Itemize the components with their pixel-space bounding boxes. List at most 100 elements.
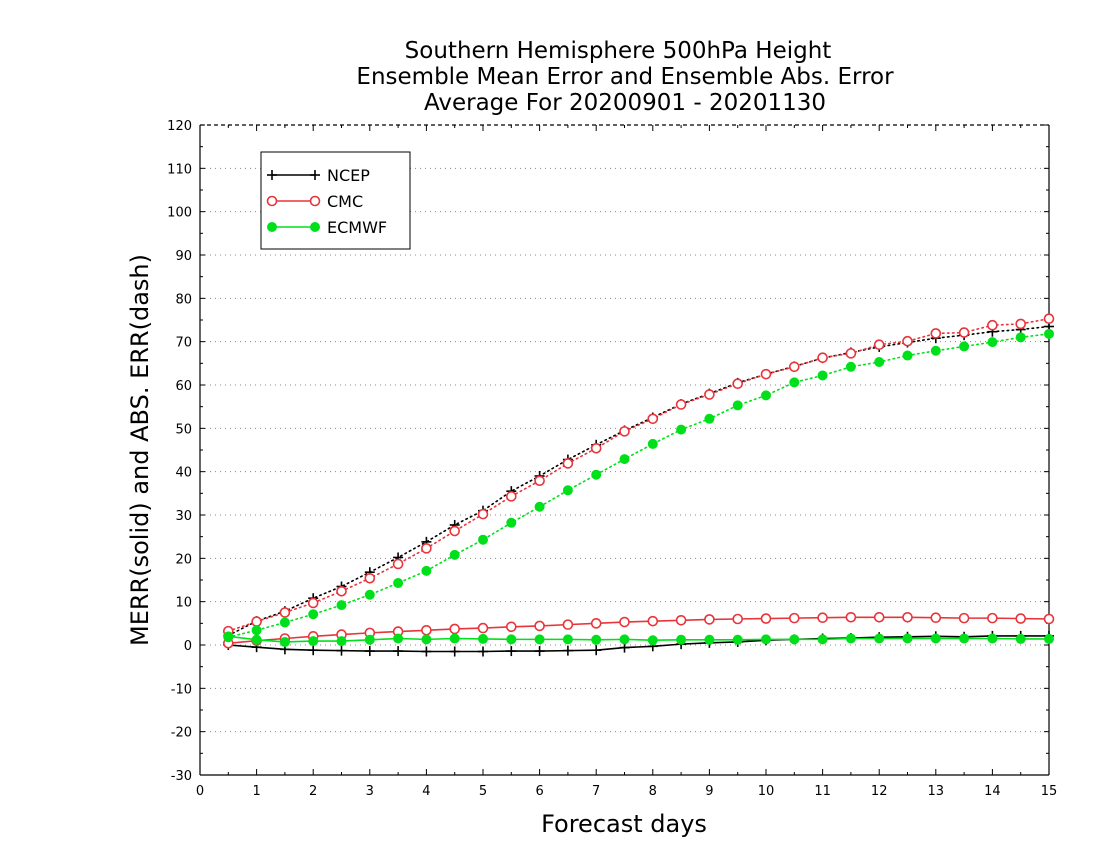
point-merr-cmc — [902, 611, 913, 623]
title-line-3: Average For 20200901 - 20201130 — [424, 90, 826, 116]
point-merr-ncep — [449, 646, 460, 657]
point-abs-err-cmc — [817, 352, 828, 364]
point-merr-ecmwf — [279, 636, 290, 647]
legend-marker-end-ecmwf — [310, 222, 320, 232]
point-merr-cmc — [1043, 613, 1055, 625]
point-abs-err-cmc — [449, 525, 461, 537]
point-merr-ncep — [393, 646, 404, 657]
x-tick-label: 6 — [535, 784, 543, 799]
legend-label-ecmwf: ECMWF — [327, 218, 387, 237]
point-merr-ncep — [336, 645, 347, 656]
point-merr-ecmwf — [647, 635, 658, 646]
point-merr-ecmwf — [874, 633, 885, 644]
y-tick-label: -30 — [171, 769, 192, 784]
legend: NCEP CMC ECMWF — [260, 151, 411, 250]
point-abs-err-cmc — [987, 319, 998, 331]
legend-marker-start-cmc — [266, 195, 278, 207]
point-abs-err-ecmwf — [647, 438, 658, 449]
point-merr-ecmwf — [506, 634, 517, 645]
point-merr-cmc — [817, 612, 828, 624]
point-merr-ecmwf — [930, 633, 941, 644]
line-abs-err-ncep — [227, 325, 1050, 637]
point-abs-err-cmc — [307, 597, 319, 609]
legend-item-ncep: NCEP — [267, 166, 370, 185]
point-merr-cmc — [958, 612, 970, 624]
point-merr-ncep — [364, 646, 375, 657]
x-tick-label: 1 — [252, 784, 260, 799]
line-abs-err-ecmwf — [227, 333, 1050, 639]
legend-label-ncep: NCEP — [327, 166, 370, 185]
point-abs-err-cmc — [647, 413, 659, 425]
point-merr-ecmwf — [449, 633, 460, 644]
x-tick-label: 12 — [871, 784, 888, 799]
y-tick-label: 0 — [184, 639, 192, 654]
point-merr-ecmwf — [817, 634, 828, 645]
point-abs-err-cmc — [505, 491, 517, 502]
point-merr-ncep — [534, 646, 545, 657]
title-line-2: Ensemble Mean Error and Ensemble Abs. Er… — [356, 64, 894, 90]
point-abs-err-cmc — [279, 607, 291, 618]
point-merr-ecmwf — [223, 631, 234, 642]
point-merr-ncep — [562, 645, 573, 656]
x-tick-label: 11 — [814, 784, 831, 799]
point-abs-err-cmc — [392, 558, 404, 570]
y-tick-label: 50 — [175, 422, 192, 437]
y-tick-label: 70 — [175, 336, 192, 351]
point-abs-err-cmc — [336, 585, 347, 597]
point-merr-cmc — [619, 616, 630, 628]
series-cmc — [223, 313, 1055, 649]
x-tick-label: 2 — [309, 784, 317, 799]
point-merr-cmc — [873, 611, 885, 623]
point-merr-cmc — [788, 612, 800, 624]
point-merr-ecmwf — [732, 634, 743, 645]
point-abs-err-cmc — [958, 327, 970, 338]
x-tick-label: 3 — [366, 784, 374, 799]
legend-marker-start-ecmwf — [267, 222, 277, 232]
y-tick-label: -20 — [171, 726, 192, 741]
point-merr-ncep — [506, 646, 517, 657]
point-abs-err-ecmwf — [308, 609, 319, 620]
y-tick-label: 120 — [167, 119, 192, 134]
point-abs-err-ecmwf — [364, 589, 375, 600]
x-tick-label: 9 — [705, 784, 713, 799]
point-merr-ecmwf — [308, 636, 319, 647]
legend-marker-end-cmc — [309, 195, 321, 207]
point-abs-err-ecmwf — [506, 517, 517, 528]
point-merr-cmc — [845, 611, 857, 623]
point-abs-err-ecmwf — [251, 625, 262, 636]
point-merr-ecmwf — [421, 634, 432, 645]
point-abs-err-cmc — [760, 368, 772, 380]
point-abs-err-ecmwf — [393, 578, 404, 589]
y-tick-label: 40 — [175, 466, 192, 481]
point-merr-ecmwf — [959, 633, 970, 644]
point-abs-err-ecmwf — [959, 341, 970, 352]
point-abs-err-ecmwf — [421, 565, 432, 576]
point-abs-err-ecmwf — [562, 485, 573, 496]
point-merr-ncep — [478, 646, 488, 657]
point-abs-err-ecmwf — [1044, 328, 1054, 339]
point-merr-cmc — [732, 613, 744, 625]
chart-title: Southern Hemisphere 500hPa Height Ensemb… — [356, 38, 894, 116]
point-merr-ecmwf — [534, 634, 545, 645]
y-tick-label: 30 — [175, 509, 192, 524]
point-abs-err-ecmwf — [534, 501, 545, 512]
series-layer — [223, 313, 1055, 657]
point-abs-err-cmc — [845, 348, 857, 359]
point-abs-err-ecmwf — [987, 337, 998, 348]
point-abs-err-ecmwf — [732, 400, 743, 411]
point-abs-err-ecmwf — [817, 370, 828, 381]
point-merr-ecmwf — [676, 634, 687, 645]
point-abs-err-cmc — [902, 335, 913, 347]
point-merr-ecmwf — [761, 634, 771, 645]
y-tick-label: 90 — [175, 249, 192, 264]
point-merr-ecmwf — [562, 634, 573, 645]
point-merr-ecmwf — [789, 634, 800, 645]
title-line-1: Southern Hemisphere 500hPa Height — [405, 38, 832, 64]
point-abs-err-ecmwf — [336, 600, 347, 611]
x-tick-label: 0 — [196, 784, 204, 799]
legend-marker-end-ncep — [310, 170, 320, 180]
point-merr-cmc — [562, 619, 574, 630]
point-merr-cmc — [477, 622, 489, 634]
y-tick-label: 80 — [175, 292, 192, 307]
